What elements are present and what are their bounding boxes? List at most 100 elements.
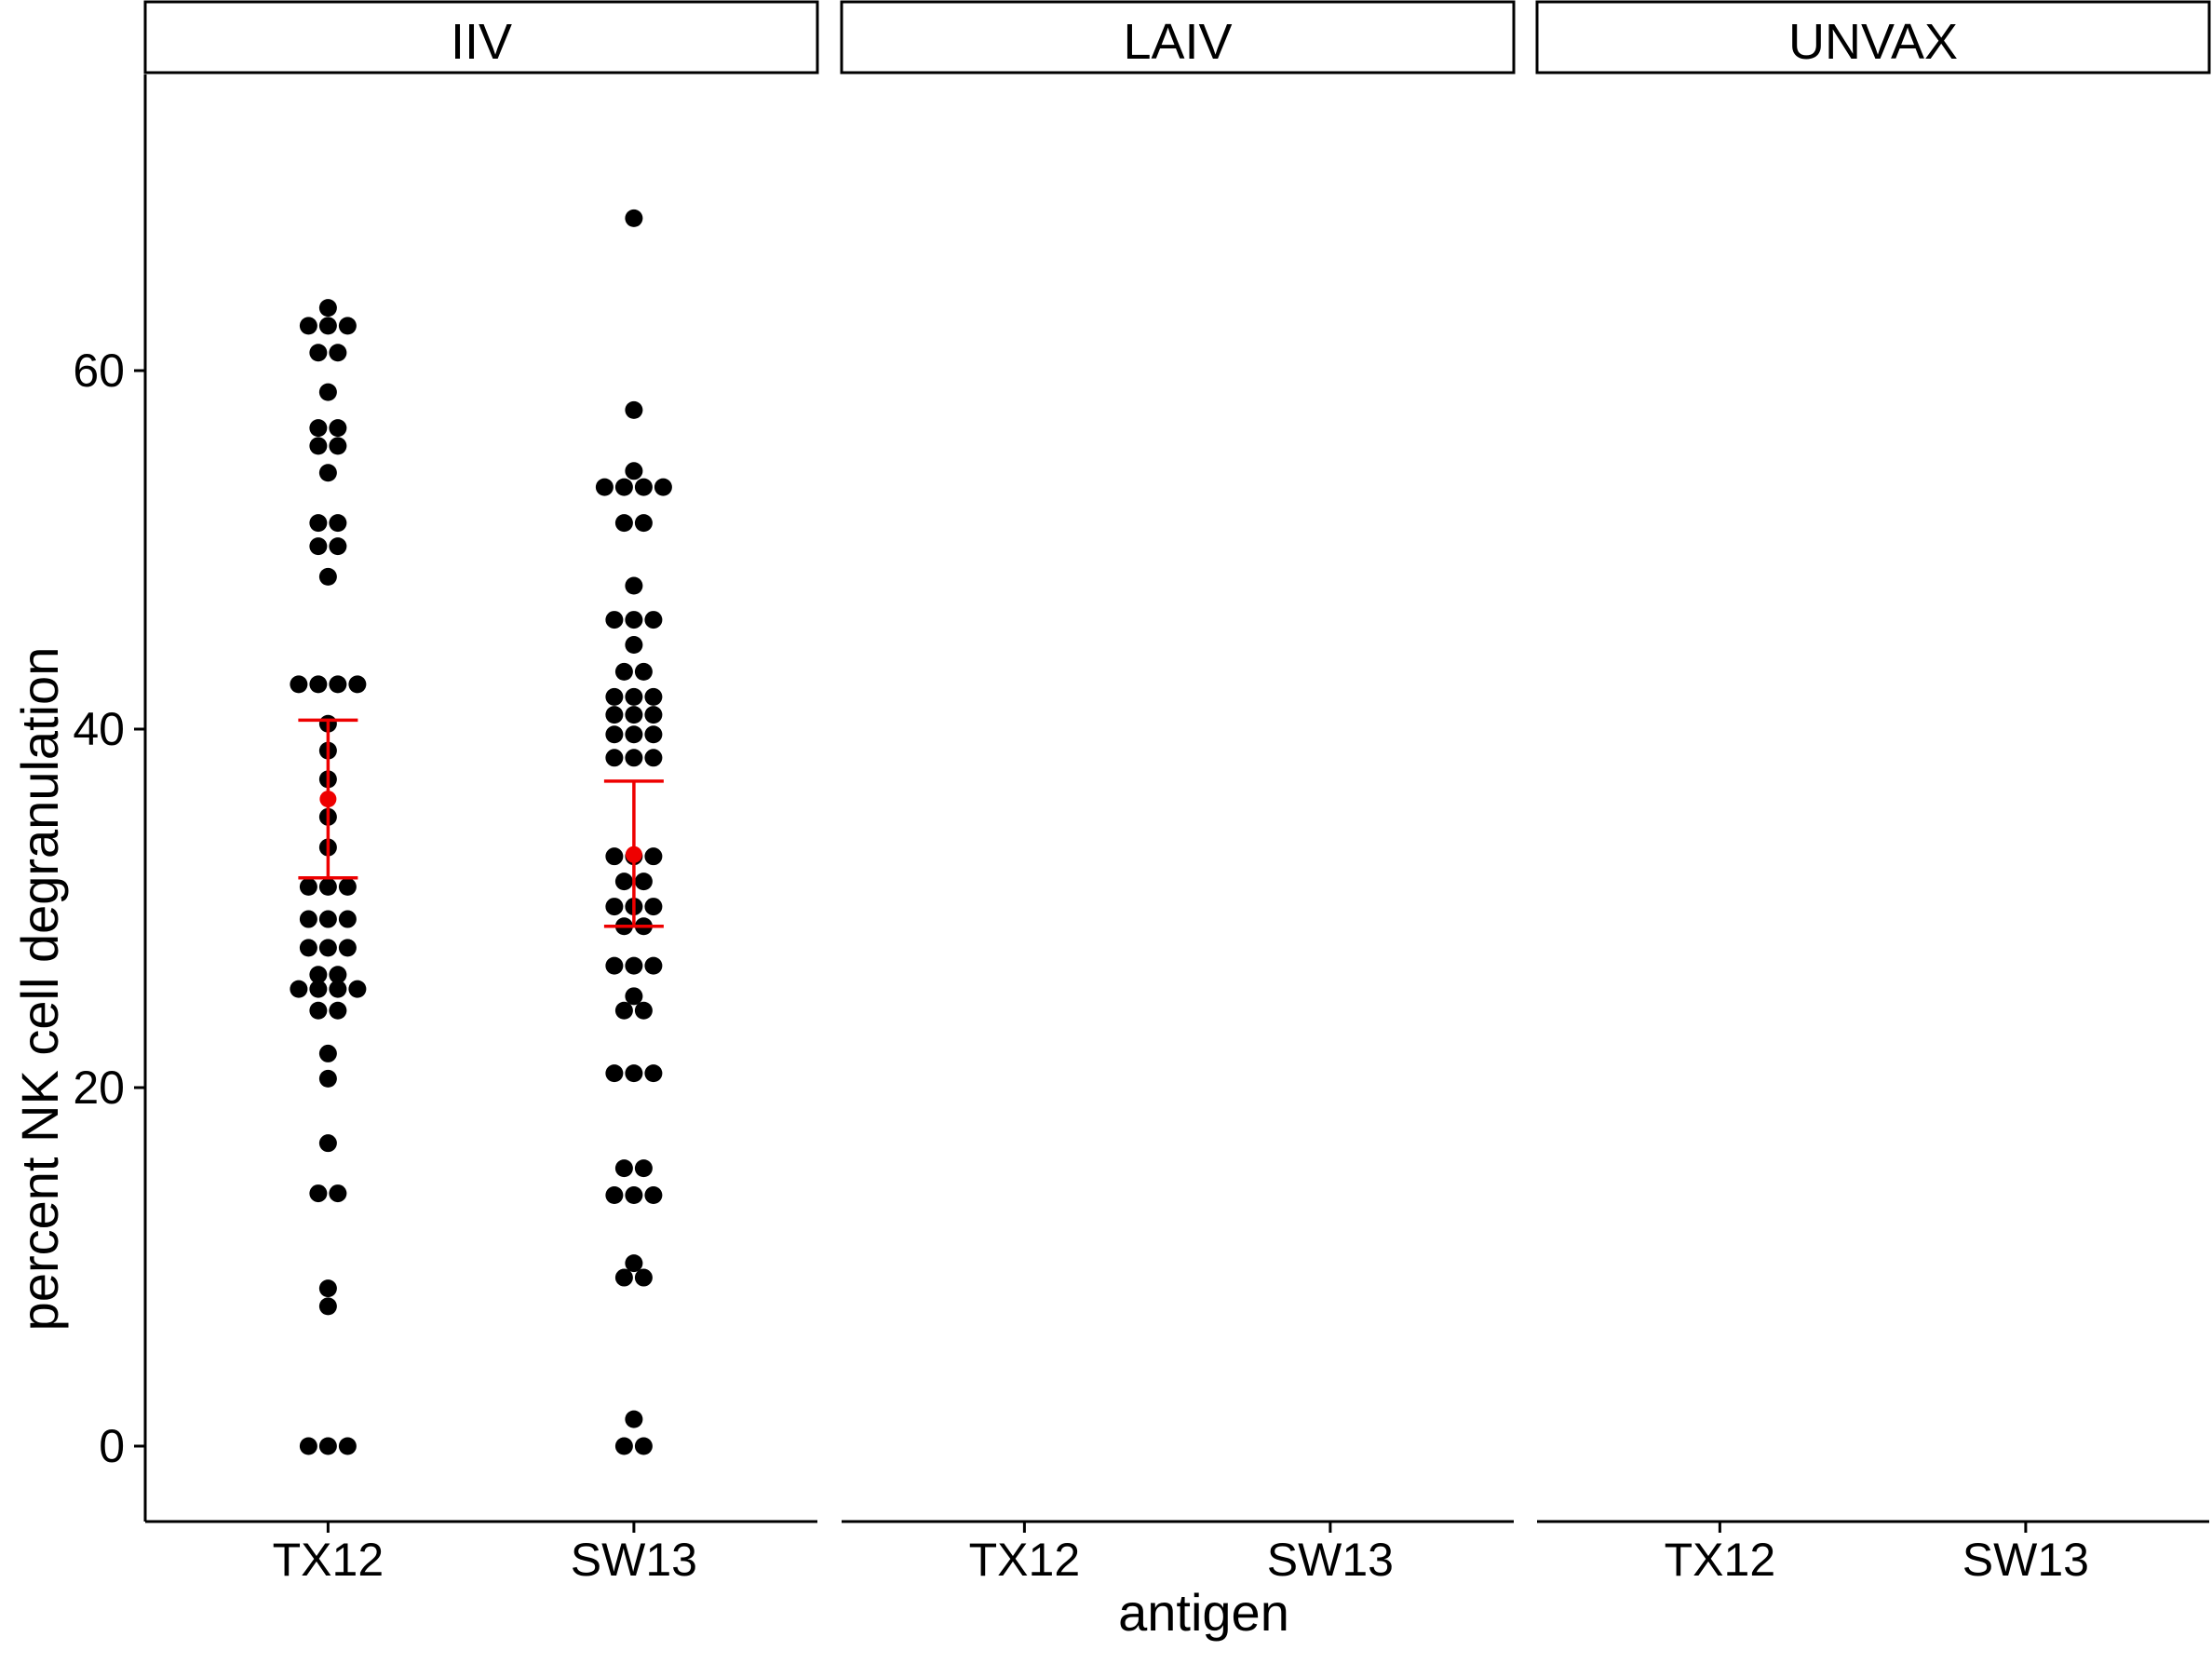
data-point (329, 537, 347, 556)
x-tick-label: TX12 (969, 1534, 1081, 1586)
data-point (625, 209, 643, 227)
data-point (299, 910, 317, 928)
data-point (338, 939, 357, 957)
facet-panel-iiv: IIV TX12 SW13 (143, 0, 819, 1586)
data-point (605, 725, 624, 744)
data-point (644, 725, 663, 744)
data-point (625, 1410, 643, 1428)
data-point (614, 873, 633, 891)
data-point (309, 1184, 328, 1203)
data-point (318, 910, 337, 928)
data-point (309, 437, 328, 455)
data-point (605, 687, 624, 706)
data-point (309, 966, 328, 984)
facet-strip-label: UNVAX (1788, 14, 1958, 70)
data-point (309, 675, 328, 694)
data-point (644, 1064, 663, 1083)
mean-point (625, 846, 642, 863)
data-point (625, 636, 643, 655)
data-point (338, 877, 357, 896)
facet-strip-label: IIV (451, 14, 512, 70)
data-point (329, 344, 347, 362)
data-point (644, 706, 663, 724)
data-point (318, 1297, 337, 1316)
data-point (329, 514, 347, 533)
data-point (318, 1134, 337, 1153)
data-point (625, 749, 643, 767)
data-point (644, 847, 663, 866)
data-point (318, 1044, 337, 1062)
data-point (309, 980, 328, 998)
data-point (348, 980, 367, 998)
data-point (605, 956, 624, 975)
data-point (634, 478, 653, 496)
data-point (625, 400, 643, 419)
data-point (625, 1064, 643, 1083)
data-point (614, 1001, 633, 1020)
data-point (329, 966, 347, 984)
x-tick-label: SW13 (571, 1534, 697, 1586)
data-point (299, 939, 317, 957)
data-point (309, 514, 328, 533)
data-point (595, 478, 614, 496)
data-point (329, 675, 347, 694)
x-tick-label: SW13 (1267, 1534, 1394, 1586)
y-tick-label: 20 (73, 1062, 125, 1114)
data-point (644, 611, 663, 629)
data-point (634, 1268, 653, 1287)
data-point (625, 706, 643, 724)
data-point (309, 1001, 328, 1020)
y-tick-label: 40 (73, 703, 125, 755)
y-tick-label: 60 (73, 345, 125, 397)
data-point (329, 419, 347, 438)
data-point (605, 847, 624, 866)
facet-panel-unvax: UNVAX TX12 SW13 (1535, 0, 2211, 1586)
data-point (634, 1159, 653, 1178)
x-tick-label: SW13 (1962, 1534, 2089, 1586)
facet-strip (1535, 0, 2211, 74)
data-point (625, 1186, 643, 1204)
data-point (309, 537, 328, 556)
x-tick-label: TX12 (1665, 1534, 1776, 1586)
data-point (318, 464, 337, 482)
data-point (290, 675, 308, 694)
data-point (318, 877, 337, 896)
data-point (634, 1437, 653, 1455)
data-point (290, 980, 308, 998)
data-point (299, 317, 317, 335)
data-point (614, 478, 633, 496)
data-point (625, 1254, 643, 1273)
data-point (318, 299, 337, 318)
data-point (614, 1159, 633, 1178)
data-point (605, 611, 624, 629)
x-axis-title: antigen (1118, 1583, 1289, 1642)
facet-panel-laiv: LAIV TX12 SW13 (840, 0, 1516, 1586)
facet-strip (143, 0, 819, 74)
data-point (605, 1064, 624, 1083)
data-point (318, 1437, 337, 1455)
data-point (614, 1268, 633, 1287)
data-point (309, 344, 328, 362)
data-point (644, 749, 663, 767)
data-point (634, 1001, 653, 1020)
data-point (605, 749, 624, 767)
x-tick-label: TX12 (273, 1534, 384, 1586)
data-point (634, 873, 653, 891)
data-point (605, 706, 624, 724)
data-point (625, 725, 643, 744)
data-point (318, 567, 337, 586)
data-point (644, 1186, 663, 1204)
data-point (318, 939, 337, 957)
facet-panels: 0 20 40 60 IIV TX12 SW13 LAIV TX12 SW13 UNVAX TX12 S… (73, 0, 2211, 1586)
data-point (614, 662, 633, 681)
data-point (654, 478, 672, 496)
data-point (338, 1437, 357, 1455)
data-point (338, 317, 357, 335)
data-point (634, 514, 653, 533)
facet-strip (840, 0, 1516, 74)
data-point (329, 980, 347, 998)
data-point (318, 383, 337, 401)
data-point (318, 317, 337, 335)
data-point (644, 898, 663, 916)
